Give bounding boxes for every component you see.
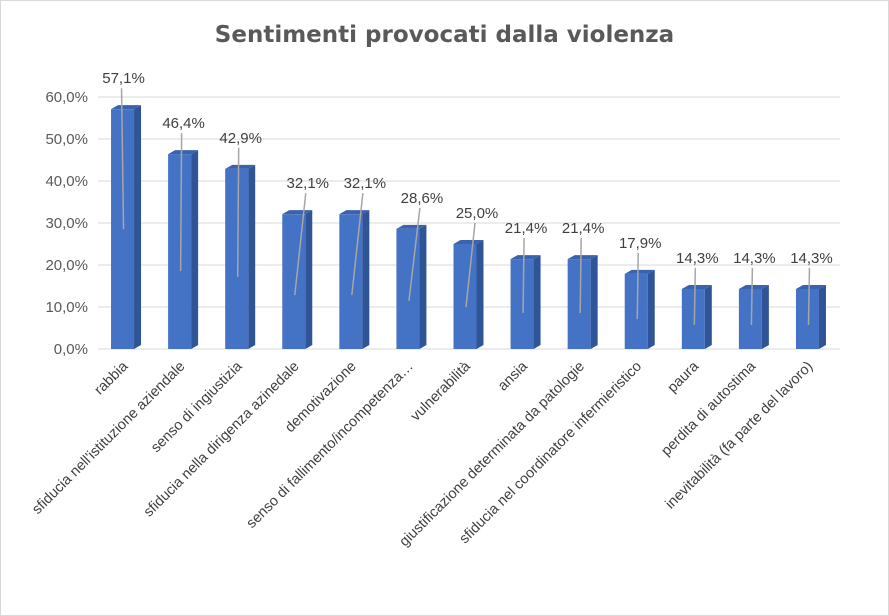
- bar-top: [282, 210, 313, 215]
- data-label: 42,9%: [219, 130, 262, 147]
- bar-front: [111, 109, 135, 350]
- bar: [225, 164, 256, 349]
- bar-front: [624, 273, 648, 349]
- leader-line: [351, 193, 364, 296]
- bar: [396, 224, 427, 349]
- bar-side: [590, 255, 598, 349]
- x-tick-label: rabbia: [92, 358, 132, 398]
- y-tick-label: 30,0%: [45, 215, 88, 232]
- bars: [111, 105, 826, 350]
- bar-front: [510, 259, 534, 349]
- data-label: 21,4%: [505, 220, 548, 237]
- y-tick-label: 10,0%: [45, 299, 88, 316]
- bar: [339, 210, 370, 349]
- bar-side: [533, 255, 541, 349]
- data-label: 14,3%: [790, 250, 833, 267]
- leader-lines: [120, 88, 811, 325]
- leader-line: [120, 88, 125, 230]
- bar-side: [134, 105, 142, 350]
- chart-title: Sentimenti provocati dalla violenza: [214, 22, 675, 48]
- data-label: 14,3%: [733, 250, 776, 267]
- bar: [567, 255, 598, 349]
- bar: [168, 150, 199, 349]
- bar-front: [453, 244, 477, 349]
- bar-front: [795, 288, 819, 349]
- bar-front: [681, 288, 705, 349]
- leader-line: [636, 252, 639, 319]
- bar-top: [567, 255, 598, 260]
- bar: [795, 284, 826, 349]
- bar-top: [396, 224, 427, 229]
- x-tick-label: ansia: [495, 358, 531, 394]
- bar-top: [738, 284, 769, 289]
- data-label: 28,6%: [401, 190, 444, 207]
- bar-side: [419, 224, 427, 349]
- leader-line: [579, 238, 582, 314]
- bar-side: [305, 210, 313, 349]
- y-tick-label: 40,0%: [45, 173, 88, 190]
- bar-top: [339, 210, 370, 215]
- y-tick-label: 0,0%: [54, 341, 88, 358]
- leader-line: [807, 267, 811, 325]
- bar-front: [567, 259, 591, 349]
- leader-line: [179, 133, 183, 272]
- bar-side: [704, 284, 712, 349]
- bar: [738, 284, 769, 349]
- data-label: 21,4%: [562, 220, 605, 237]
- bar: [510, 255, 541, 349]
- y-tick-label: 20,0%: [45, 257, 88, 274]
- bar-front: [168, 154, 192, 349]
- data-label: 17,9%: [619, 235, 662, 252]
- bar: [681, 284, 712, 349]
- data-label: 32,1%: [344, 175, 387, 192]
- leader-line: [750, 267, 754, 325]
- bar: [624, 269, 655, 349]
- data-label: 46,4%: [162, 115, 205, 132]
- leader-line: [465, 222, 476, 308]
- data-label: 25,0%: [456, 205, 499, 222]
- bar-top: [111, 105, 142, 110]
- y-tick-label: 60,0%: [45, 89, 88, 106]
- bar: [453, 240, 484, 349]
- leader-line: [408, 207, 421, 302]
- bar-side: [362, 210, 370, 349]
- bar-side: [191, 150, 199, 349]
- leader-line: [693, 267, 697, 325]
- bar-top: [453, 240, 484, 244]
- y-axis-labels: 0,0% 10,0% 20,0% 30,0% 40,0% 50,0% 60,0%: [45, 89, 88, 358]
- bar: [111, 105, 142, 350]
- bar-top: [624, 269, 655, 274]
- data-label: 14,3%: [676, 250, 719, 267]
- x-tick-label: vulnerabilità: [408, 358, 475, 425]
- bar-top: [795, 284, 826, 289]
- bar-top: [225, 164, 256, 169]
- leader-line: [522, 238, 525, 314]
- bar-side: [248, 164, 256, 349]
- data-labels: 57,1% 46,4% 42,9% 32,1% 32,1% 28,6% 25,0% 21,4%…: [102, 70, 832, 267]
- bar-top: [510, 255, 541, 260]
- bar-front: [738, 288, 762, 349]
- bar-top: [681, 284, 712, 289]
- y-tick-label: 50,0%: [45, 131, 88, 148]
- x-tick-label: perdita di autostima: [658, 358, 759, 459]
- bar-side: [761, 284, 769, 349]
- bar: [282, 210, 313, 349]
- data-label: 32,1%: [286, 175, 329, 192]
- x-tick-label: paura: [665, 358, 703, 396]
- leader-line: [236, 147, 240, 277]
- leader-line: [294, 193, 307, 296]
- bar-side: [647, 269, 655, 349]
- bar-side: [818, 284, 826, 349]
- bar-side: [476, 240, 484, 349]
- bar-front: [225, 168, 249, 349]
- bar-top: [168, 150, 199, 155]
- data-label: 57,1%: [102, 70, 145, 87]
